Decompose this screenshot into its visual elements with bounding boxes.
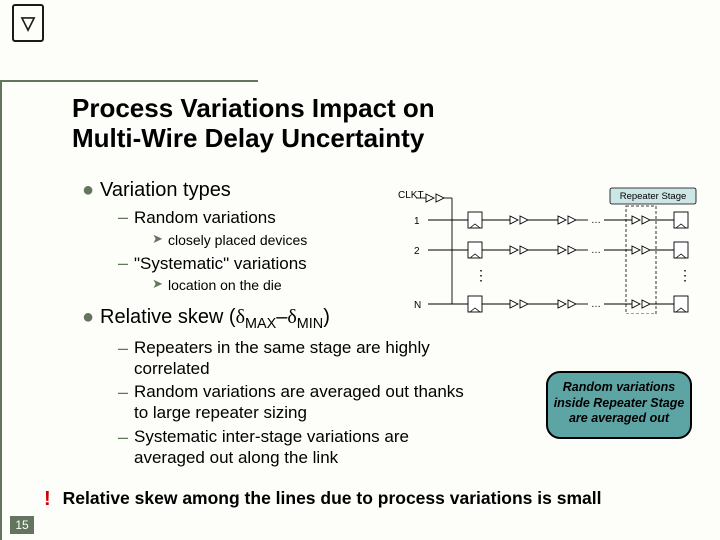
conclusion-line: ! Relative skew among the lines due to p… (44, 488, 601, 511)
svg-text:…: … (591, 215, 601, 226)
bullet-dash-icon: – (118, 253, 134, 275)
row-n: N … (414, 296, 688, 312)
bullet-text: Systematic inter-stage variations are av… (134, 426, 474, 469)
bullet-text: Repeaters in the same stage are highly c… (134, 337, 474, 380)
bullet-dash-icon: – (118, 381, 134, 404)
row-2: 2 … (414, 242, 688, 258)
bullet-text: "Systematic" variations (134, 253, 307, 274)
bullet-dot-icon: ● (82, 305, 100, 329)
bullet-arrow-icon: ➤ (152, 231, 168, 248)
bullet-text: Random variations (134, 207, 276, 228)
bullet-text: closely placed devices (168, 231, 307, 249)
svg-text:1: 1 (414, 216, 420, 227)
bullet-dash-icon: – (118, 337, 134, 360)
diagram-svg: CLKT Repeater Stage 1 (378, 186, 702, 314)
clk-label: CLKT (398, 190, 424, 201)
callout-text: Random variations inside Repeater Stage … (554, 380, 685, 425)
bullet-text: location on the die (168, 276, 282, 294)
bullet-text-skew: Relative skew (δMAX–δMIN) (100, 305, 330, 333)
exclamation-icon: ! (44, 488, 51, 511)
title-line-1: Process Variations Impact on (72, 93, 435, 123)
conclusion-text: Relative skew among the lines due to pro… (63, 488, 602, 509)
title-line-2: Multi-Wire Delay Uncertainty (72, 123, 424, 153)
divider-top (0, 80, 258, 82)
row-1: 1 … (414, 212, 688, 228)
svg-text:2: 2 (414, 246, 420, 257)
svg-text:⋮: ⋮ (678, 267, 692, 283)
stage-label: Repeater Stage (620, 191, 687, 202)
svg-text:…: … (591, 245, 601, 256)
callout-box: Random variations inside Repeater Stage … (546, 371, 692, 439)
clk-tree (416, 194, 468, 304)
repeater-stage-box (626, 206, 656, 314)
page-number: 15 (10, 516, 34, 534)
logo-glyph: ▽ (21, 14, 35, 32)
bullet-text: Variation types (100, 178, 231, 203)
svg-text:⋮: ⋮ (474, 267, 488, 283)
repeater-diagram: CLKT Repeater Stage 1 (378, 186, 702, 314)
slide-title: Process Variations Impact on Multi-Wire … (72, 94, 435, 154)
divider-left (0, 80, 2, 540)
bullet-dash-icon: – (118, 207, 134, 229)
bullet-dash-icon: – (118, 426, 134, 449)
institution-logo: ▽ (12, 4, 44, 42)
svg-text:…: … (591, 299, 601, 310)
svg-text:N: N (414, 300, 421, 311)
bullet-dot-icon: ● (82, 178, 100, 202)
bullet-arrow-icon: ➤ (152, 276, 168, 293)
bullet-text: Random variations are averaged out thank… (134, 381, 474, 424)
